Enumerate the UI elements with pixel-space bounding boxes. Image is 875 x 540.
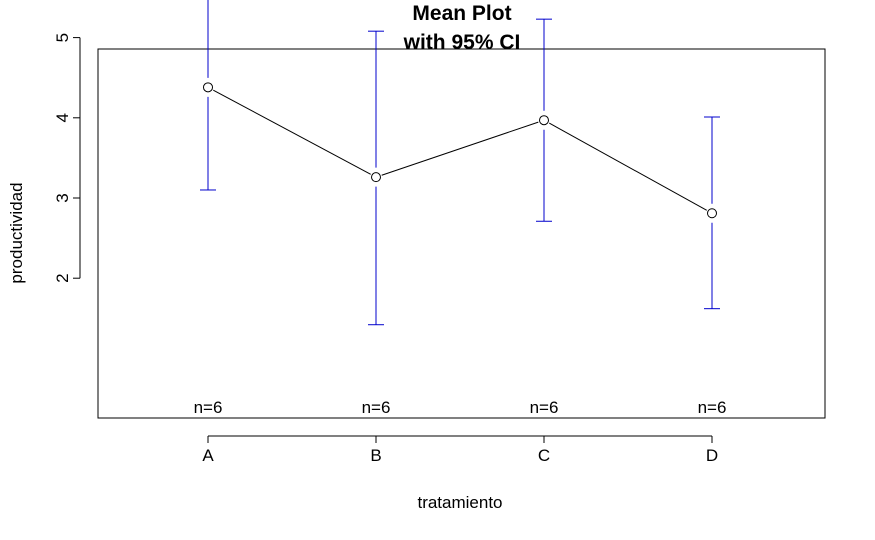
mean-point (539, 115, 549, 126)
x-axis: A B C D (202, 435, 718, 465)
n-label: n=6 (698, 398, 727, 417)
y-axis: 2 3 4 5 (53, 33, 81, 283)
mean-line-segment (381, 121, 539, 176)
x-tick-label: C (538, 446, 550, 465)
y-tick-label: 3 (53, 193, 72, 202)
x-axis-label: tratamiento (417, 493, 502, 512)
x-tick-label: A (202, 446, 214, 465)
chart-title: Mean Plot (412, 2, 511, 25)
y-tick-label: 2 (53, 273, 72, 282)
ci-bars (200, 0, 720, 326)
y-axis-label: productividad (7, 182, 26, 283)
chart-subtitle: with 95% CI (403, 31, 521, 54)
mean-point (707, 208, 717, 219)
n-label: n=6 (194, 398, 223, 417)
y-tick-label: 5 (53, 33, 72, 42)
mean-line-segment (213, 89, 371, 175)
n-label: n=6 (530, 398, 559, 417)
mean-line-segment (549, 122, 707, 211)
plot-frame (97, 48, 826, 419)
n-label: n=6 (362, 398, 391, 417)
n-labels: n=6 n=6 n=6 n=6 (194, 398, 727, 417)
mean-point (203, 82, 213, 93)
y-tick-label: 4 (53, 113, 72, 122)
x-tick-label: D (706, 446, 718, 465)
x-tick-label: B (370, 446, 381, 465)
mean-line-group (203, 82, 717, 219)
mean-point (371, 172, 381, 183)
